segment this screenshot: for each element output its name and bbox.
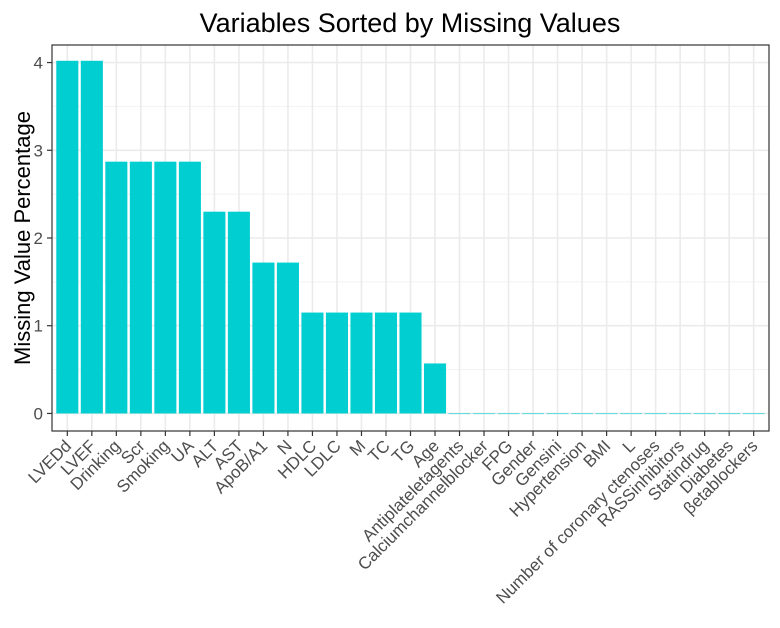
bar-Gensini [546,413,569,415]
bar-ALT [203,211,226,414]
bar-Calciumchannelblocker [473,413,496,415]
bar-Age [423,363,447,414]
bar-LVEF [80,60,103,414]
bar-TC [374,312,398,414]
bar-M [350,312,373,414]
bar-LVEDd [56,60,79,414]
x-tick-label: BMI [580,436,615,471]
y-tick-label: 4 [34,54,43,73]
bar-HDLC [301,312,324,414]
x-axis: LVEDdLVEFDrinkingScrSmokingUAALTASTApoB/… [25,431,762,608]
bar-FPG [497,413,520,415]
y-tick-label: 3 [34,141,43,160]
bar-AST [227,211,250,414]
bar-Scr [129,161,152,414]
bars [56,60,765,415]
bar-L [620,413,643,415]
y-tick-label: 2 [34,229,43,248]
bar-Smoking [154,161,177,414]
x-tick-label: M [346,436,369,459]
y-tick-label: 0 [34,404,43,423]
bar-RASSinhibitors [669,413,692,415]
bar-Number of coronary ctenoses [644,413,667,415]
bar-UA [178,161,201,414]
y-tick-label: 1 [34,317,43,336]
y-axis: 0 1 2 3 4 [34,54,52,423]
bar-ApoB/A1 [252,262,275,414]
bar-Diabetes [718,413,741,415]
bar-Statindrug [693,413,716,415]
chart-title: Variables Sorted by Missing Values [200,8,621,38]
bar-LDLC [325,312,348,414]
y-axis-label: Missing Value Percentage [10,111,35,365]
bar-N [276,262,299,414]
bar-Hypertension [571,413,594,415]
bar-TG [399,312,422,414]
bar-Gender [522,413,545,415]
bar-βetablockers [742,413,765,415]
bar-BMI [595,413,618,415]
bar-Antiplateletagents [448,413,471,415]
bar-Drinking [105,161,128,414]
